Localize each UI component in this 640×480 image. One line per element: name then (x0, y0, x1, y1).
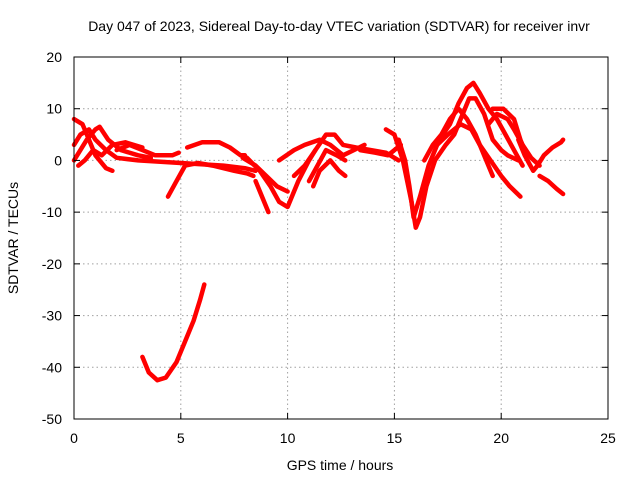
y-tick-label: 10 (46, 101, 62, 117)
x-tick-label: 5 (177, 430, 185, 446)
chart-title: Day 047 of 2023, Sidereal Day-to-day VTE… (88, 18, 590, 34)
series-trace-7 (184, 140, 248, 158)
axis-ticks (73, 56, 609, 420)
series-trace-13 (306, 147, 348, 184)
data-series (71, 80, 566, 383)
series-trace-22 (516, 137, 566, 174)
y-tick-label: 0 (54, 152, 62, 168)
y-tick-label: -10 (42, 204, 62, 220)
x-tick-labels: 0 5 10 15 20 25 (70, 430, 616, 446)
series-trace-23 (537, 173, 566, 197)
x-axis-label: GPS time / hours (287, 457, 394, 473)
x-tick-label: 10 (280, 430, 296, 446)
series-trace-2 (71, 116, 115, 174)
plot-frame (73, 56, 609, 420)
series-trace-6 (165, 160, 256, 199)
series-trace-11 (276, 137, 367, 163)
y-tick-labels: -50 -40 -30 -20 -10 0 10 20 (42, 49, 62, 427)
x-tick-label: 20 (493, 430, 509, 446)
series-trace-3 (71, 124, 154, 163)
y-tick-label: 20 (46, 49, 62, 65)
x-tick-label: 15 (387, 430, 403, 446)
series-trace-15 (357, 142, 404, 158)
y-tick-label: -20 (42, 256, 62, 272)
y-tick-label: -40 (42, 359, 62, 375)
y-tick-label: -30 (42, 308, 62, 324)
series-trace-17 (396, 80, 525, 220)
y-axis-label: SDTVAR / TECUs (5, 182, 21, 294)
series-trace-9 (253, 178, 271, 215)
series-trace-20 (486, 111, 542, 168)
series-trace-24 (140, 282, 207, 383)
series-trace-4 (76, 140, 145, 168)
series-trace-5 (114, 142, 181, 158)
series-trace-14 (310, 158, 348, 189)
x-tick-label: 0 (70, 430, 78, 446)
series-trace-19 (434, 121, 523, 199)
x-tick-label: 25 (600, 430, 616, 446)
y-tick-label: -50 (42, 411, 62, 427)
